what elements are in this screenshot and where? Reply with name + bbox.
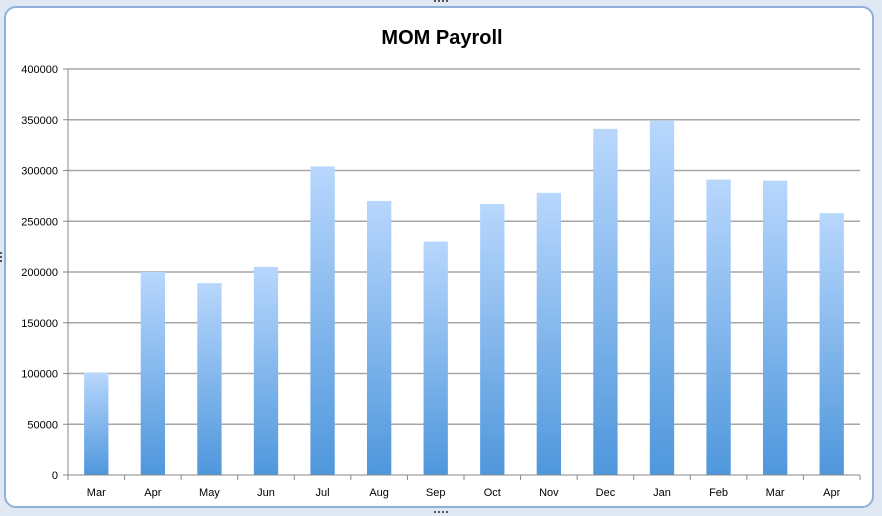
bar-jul [310, 166, 335, 475]
x-tick-label: Nov [539, 487, 559, 499]
bar-apr [140, 272, 166, 475]
bar-may [197, 283, 222, 475]
x-tick-label: Sep [426, 487, 446, 499]
y-tick-label: 50000 [27, 419, 58, 431]
x-tick-label: Feb [709, 487, 728, 499]
y-tick-label: 150000 [21, 318, 58, 330]
x-tick-label: Jul [316, 487, 330, 499]
y-tick-label: 250000 [21, 216, 58, 228]
bar-nov [536, 192, 562, 475]
x-axis-ticks: Mar Apr May Jun Jul Aug Sep Oct Nov Dec Jan Feb Mar A… [67, 475, 861, 499]
bar-aug [366, 200, 392, 475]
bar-dec [593, 128, 618, 475]
x-tick-label: Aug [369, 487, 389, 499]
bar-oct [480, 203, 505, 475]
bar-feb [706, 179, 731, 475]
y-tick-label: 0 [52, 470, 58, 482]
bar-sep [423, 241, 448, 475]
y-tick-label: 400000 [21, 64, 58, 76]
y-tick-label: 350000 [21, 115, 58, 127]
bar-jan [649, 120, 675, 475]
x-tick-label: Apr [144, 487, 161, 499]
bar-mar [84, 372, 109, 475]
bar-apr [819, 213, 844, 475]
x-tick-label: Mar [766, 487, 785, 499]
x-tick-label: May [199, 487, 220, 499]
x-tick-label: Mar [87, 487, 106, 499]
y-axis-ticks: 0 50000 100000 150000 200000 250000 300000 3500… [21, 64, 68, 482]
chart-title: MOM Payroll [381, 27, 502, 49]
y-tick-label: 100000 [21, 369, 58, 381]
x-tick-label: Apr [823, 487, 840, 499]
resize-handle-left[interactable] [0, 252, 5, 266]
x-tick-label: Dec [596, 487, 616, 499]
x-tick-label: Jan [653, 487, 671, 499]
resize-handle-top[interactable] [434, 0, 448, 5]
bar-mar [762, 180, 788, 475]
bars [84, 120, 844, 475]
bar-jun [253, 266, 279, 475]
gridlines [68, 68, 860, 425]
y-tick-label: 200000 [21, 267, 58, 279]
x-tick-label: Oct [484, 487, 501, 499]
resize-handle-bottom[interactable] [434, 511, 448, 516]
x-tick-label: Jun [257, 487, 275, 499]
y-tick-label: 300000 [21, 166, 58, 178]
